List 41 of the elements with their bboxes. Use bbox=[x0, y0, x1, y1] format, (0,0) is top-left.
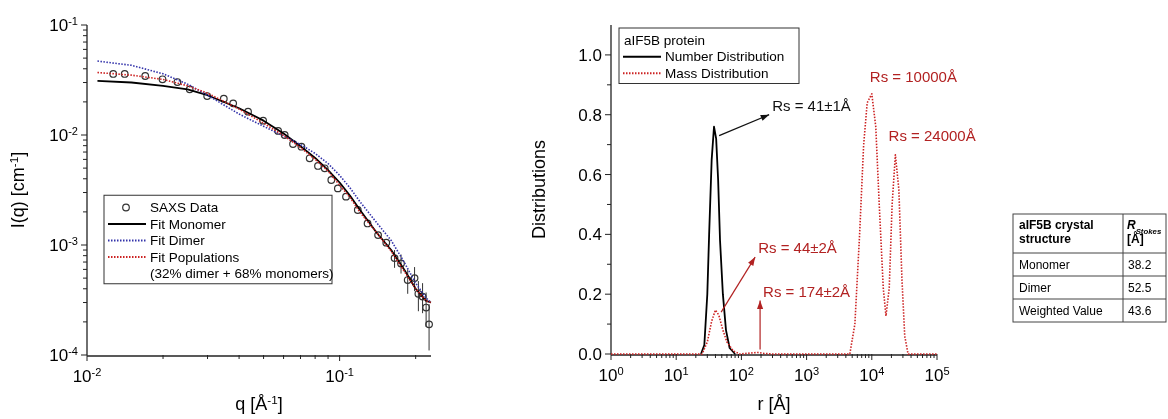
y-tick-label: 0.2 bbox=[578, 285, 602, 305]
y-tick-label: 0.6 bbox=[578, 165, 602, 185]
x-tick-label: 10$^{-2}$ bbox=[72, 366, 102, 386]
data-label: 38.2 bbox=[1128, 258, 1152, 272]
data-label: 52.5 bbox=[1128, 281, 1152, 295]
x-tick-label: 10$^{-1}$ bbox=[325, 366, 354, 386]
y-tick-label: 10$^{-4}$ bbox=[49, 345, 78, 365]
x-tick-label: 10$^{2}$ bbox=[728, 365, 754, 385]
legend-label: Fit Populations (32% dimer + 68% monomers) bbox=[150, 249, 334, 281]
legend-label: Fit Monomer bbox=[150, 216, 227, 232]
y-tick-label: 10$^{-2}$ bbox=[49, 125, 78, 145]
x-tick-label: 10$^{4}$ bbox=[859, 365, 885, 385]
legend-label: Mass Distribution bbox=[665, 65, 769, 81]
category-label: Weighted Value bbox=[1019, 304, 1103, 318]
annotation: Rs = 41±1Å bbox=[772, 96, 851, 114]
legend-label: Number Distribution bbox=[665, 49, 785, 65]
y-tick-label: 0.0 bbox=[578, 345, 602, 364]
y-axis-title: Distributions bbox=[529, 139, 549, 240]
text: aIF5B crystal structure bbox=[1019, 218, 1094, 246]
y-tick-label: 10$^{-1}$ bbox=[49, 15, 78, 35]
annotation: Rs = 24000Å bbox=[888, 126, 976, 144]
x-tick-label: 10$^{5}$ bbox=[924, 365, 950, 385]
x-tick-label: 10$^{3}$ bbox=[794, 365, 820, 385]
data-label: 43.6 bbox=[1128, 304, 1152, 318]
x-axis-title: r [Å] bbox=[757, 394, 791, 414]
text: R$_{Stokes}$ [Å] bbox=[1127, 218, 1162, 246]
annotation: Rs = 10000Å bbox=[869, 67, 957, 85]
x-axis-title: q [Å$^{-1}$] bbox=[235, 392, 283, 414]
annotation: Rs = 44±2Å bbox=[758, 239, 837, 257]
annotation: Rs = 174±2Å bbox=[763, 282, 851, 300]
y-tick-label: 1.0 bbox=[578, 45, 602, 65]
category-label: Dimer bbox=[1019, 281, 1051, 295]
legend-title: aIF5B protein bbox=[624, 33, 706, 49]
x-tick-label: 10$^{0}$ bbox=[598, 365, 624, 385]
legend-label: SAXS Data bbox=[150, 200, 219, 215]
legend-label: Fit Dimer bbox=[150, 233, 206, 248]
y-tick-label: 10$^{-3}$ bbox=[49, 235, 78, 255]
x-tick-label: 10$^{1}$ bbox=[663, 365, 689, 385]
y-tick-label: 0.8 bbox=[578, 105, 602, 125]
category-label: Monomer bbox=[1019, 258, 1070, 272]
y-tick-label: 0.4 bbox=[578, 225, 602, 245]
